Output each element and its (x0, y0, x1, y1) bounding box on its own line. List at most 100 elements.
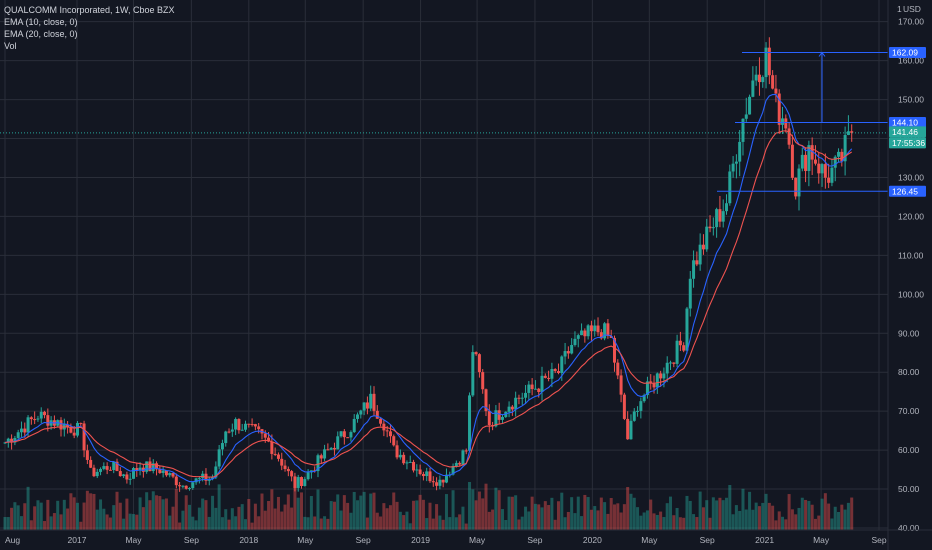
candle-body (191, 482, 195, 489)
volume-bar (612, 504, 616, 530)
candle-body (692, 260, 696, 279)
candle-body (451, 465, 455, 475)
x-tick-label: May (641, 535, 658, 545)
volume-bar (62, 499, 66, 530)
candle-body (253, 424, 257, 427)
price-tag-label: 141.46 (892, 127, 918, 137)
volume-bar (56, 500, 60, 530)
volume-bar (336, 494, 340, 530)
candle-body (329, 447, 333, 450)
candle-body (250, 424, 254, 426)
candle-body (425, 471, 429, 477)
candle-body (748, 96, 752, 115)
symbol-title: QUALCOMM Incorporated, 1W, Cboe BZX (4, 5, 175, 15)
y-tick-label: 110.00 (898, 250, 924, 260)
candle-body (283, 465, 287, 470)
candle-body (500, 416, 504, 420)
volume-bar (273, 508, 277, 530)
volume-bar (204, 500, 208, 530)
candle-body (477, 354, 481, 373)
candle-body (715, 209, 719, 228)
volume-bar (66, 508, 70, 530)
candle-body (655, 373, 659, 388)
volume-bar (840, 504, 844, 530)
candle-body (603, 323, 607, 339)
volume-bar (537, 504, 541, 530)
volume-bar (362, 491, 366, 530)
candle-body (599, 332, 603, 339)
volume-bar (23, 503, 27, 530)
candle-body (421, 474, 425, 477)
candle-body (533, 388, 537, 390)
candle-body (89, 459, 93, 468)
candle-body (669, 362, 673, 364)
volume-bar (636, 507, 640, 530)
volume-bar (240, 504, 244, 530)
volume-bar (510, 496, 514, 530)
volume-bar (428, 502, 432, 530)
y-tick-label: 60.00 (898, 445, 920, 455)
volume-bar (405, 511, 409, 530)
volume-bar (418, 494, 422, 530)
candle-body (164, 470, 168, 476)
volume-bar (250, 522, 254, 530)
x-tick-label: 2021 (755, 535, 774, 545)
price-tag-level (889, 185, 926, 197)
volume-bar (122, 518, 126, 530)
candle-body (174, 476, 178, 486)
volume-bar (827, 503, 831, 530)
candle-body (774, 88, 778, 94)
volume-bar (820, 498, 824, 530)
candle-body (471, 352, 475, 396)
candle-body (507, 406, 511, 412)
candle-body (514, 397, 518, 410)
volume-bar (451, 490, 455, 530)
volume-bar (33, 506, 37, 530)
candle-body (438, 479, 442, 486)
candle-body (698, 244, 702, 265)
volume-bar (253, 503, 257, 530)
volume-bar (141, 507, 145, 530)
volume-bar (500, 509, 504, 530)
volume-bar (408, 523, 412, 530)
y-tick-label: 50.00 (898, 484, 920, 494)
candle-body (356, 414, 360, 419)
volume-bar (369, 493, 373, 530)
volume-bar (131, 514, 135, 530)
candle-body (293, 476, 297, 488)
volume-bar (207, 516, 211, 530)
candle-body (92, 467, 96, 477)
volume-bar (300, 492, 304, 530)
volume-bar (810, 504, 814, 530)
candle-body (556, 371, 560, 373)
volume-bar (556, 501, 560, 530)
candle-body (385, 430, 389, 432)
volume-bar (533, 503, 537, 530)
volume-bar (543, 501, 547, 530)
candle-body (29, 417, 33, 420)
candle-body (102, 466, 106, 469)
volume-bar (441, 519, 445, 530)
volume-bar (507, 496, 511, 530)
volume-bar (794, 514, 798, 530)
candle-body (616, 362, 620, 376)
volume-bar (520, 516, 524, 530)
candle-body (6, 438, 10, 443)
candle-body (300, 477, 304, 486)
candle-body (481, 372, 485, 390)
candle-body (244, 423, 248, 430)
price-tag-label: 17:55:36 (892, 138, 925, 148)
volume-bar (402, 515, 406, 530)
x-tick-label: 2020 (583, 535, 602, 545)
candle-body (155, 463, 159, 470)
y-tick-label: 150.00 (898, 95, 924, 105)
volume-bar (850, 497, 854, 530)
volume-bar (43, 521, 47, 530)
volume-bar (524, 506, 528, 530)
volume-bar (626, 486, 630, 530)
candle-body (286, 469, 290, 472)
candle-body (454, 462, 458, 466)
candle-body (237, 419, 241, 431)
